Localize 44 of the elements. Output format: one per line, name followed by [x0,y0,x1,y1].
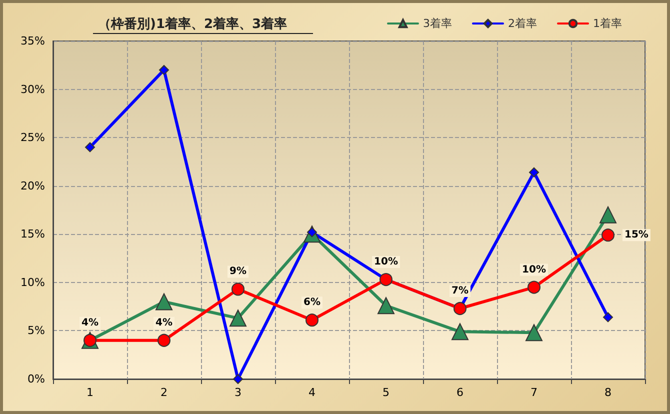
x-tick-label: 2 [160,386,168,399]
y-tick-label: 30% [20,82,45,96]
data-label: 4% [82,317,98,328]
point [85,142,95,152]
data-label: 9% [230,266,246,278]
point [306,314,318,327]
data-label: 4% [156,317,172,328]
point [602,228,614,242]
x-tick-label: 1 [86,386,94,399]
point [156,293,172,310]
legend-label: 1着率 [593,17,622,30]
point [378,297,394,314]
data-label: 10% [522,264,546,276]
data-label: 15% [624,230,648,241]
point [158,334,170,347]
x-tick-label: 7 [530,386,538,399]
data-label: 6% [304,297,320,308]
point [529,167,539,178]
point [528,280,540,294]
y-tick-label: 5% [28,324,45,338]
y-tick-label: 10% [20,276,45,289]
y-tick-label: 15% [20,228,45,241]
x-tick-label: 4 [308,386,316,399]
x-tick-label: 5 [382,386,390,399]
x-tick-label: 3 [234,386,242,399]
y-tick-label: 20% [20,179,45,192]
point [232,282,244,296]
point [159,64,169,75]
point [230,310,246,327]
point [233,374,243,384]
y-tick-label: 0% [28,372,45,386]
legend-label: 3着率 [423,17,452,30]
x-tick-label: 8 [604,386,612,399]
y-tick-label: 35% [20,34,45,48]
point [600,206,616,224]
x-tick-label: 6 [456,386,464,399]
point [452,323,468,340]
y-tick-label: 25% [20,131,45,144]
point [603,312,613,322]
data-label: 10% [374,256,398,268]
legend-label: 2着率 [508,17,538,30]
data-label: 7% [452,286,468,297]
point [526,324,542,342]
chart-title: （枠番別)1着率、2着率、3着率 [98,16,288,32]
